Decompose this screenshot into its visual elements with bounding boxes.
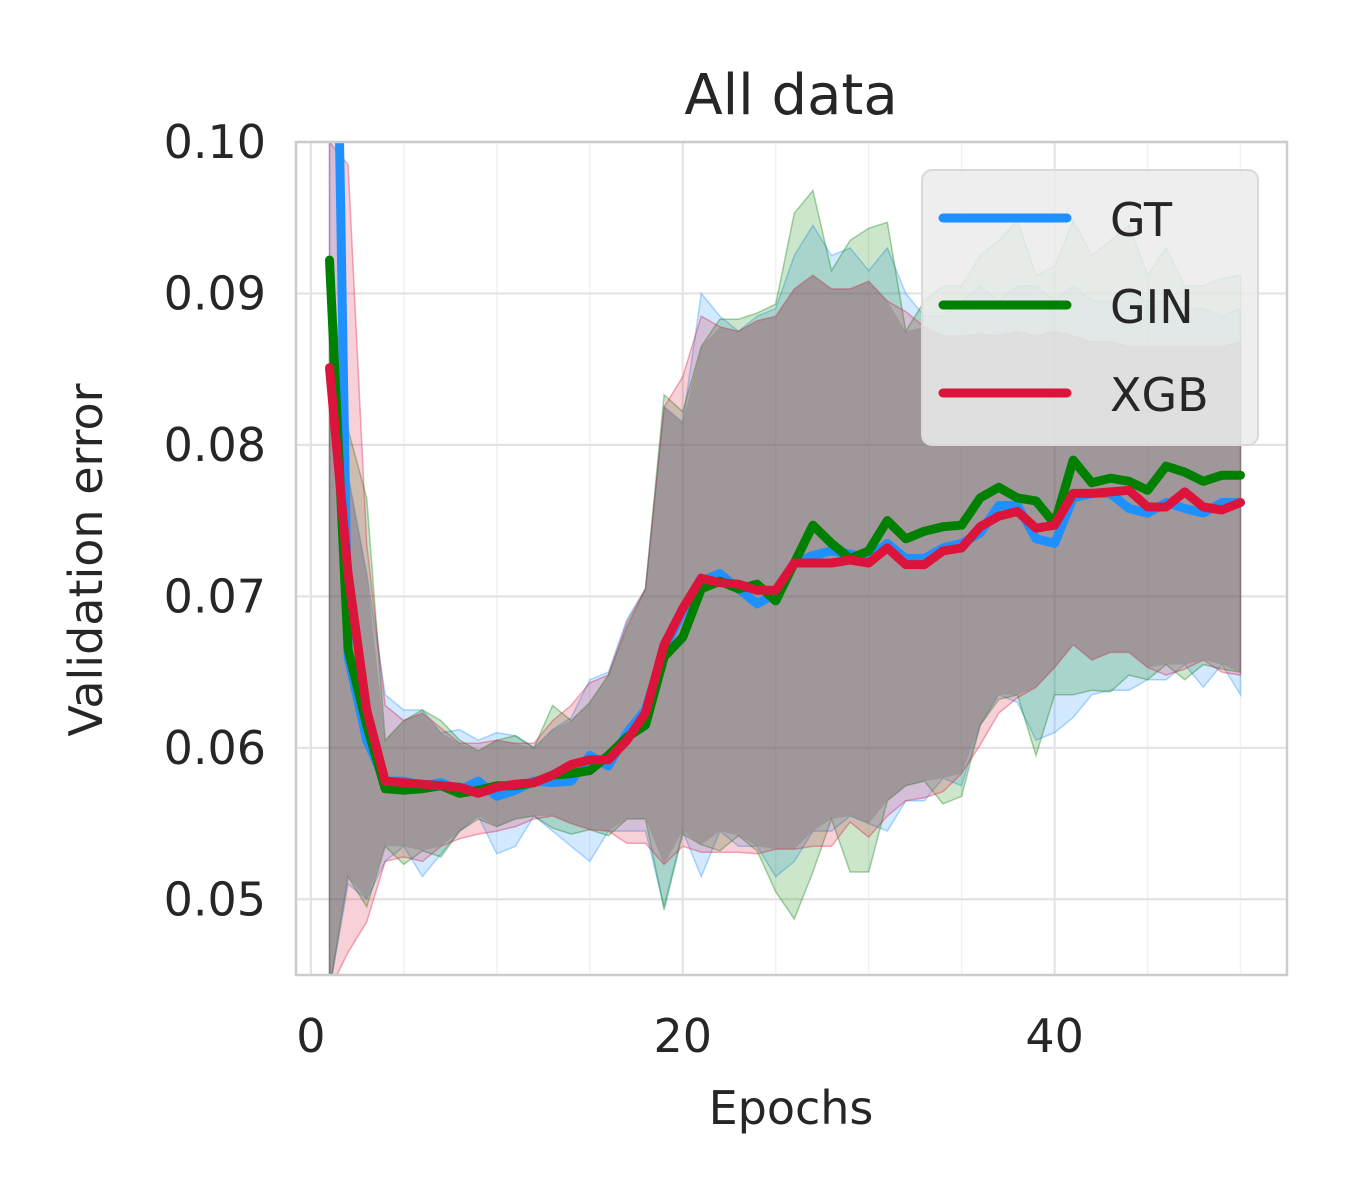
- y-tick-label: 0.06: [164, 721, 266, 775]
- line-xgb: [325, 363, 1245, 798]
- y-tick-labels: 0.05 0.06 0.07 0.08 0.09 0.10: [164, 115, 266, 926]
- x-axis-label: Epochs: [709, 1081, 874, 1135]
- legend-box: [921, 169, 1259, 446]
- legend-label-gin: GIN: [1110, 280, 1194, 334]
- y-tick-label: 0.07: [164, 569, 266, 623]
- x-tick-label: 20: [653, 1009, 712, 1063]
- x-tick-labels: 0 20 40: [296, 1009, 1084, 1063]
- x-tick-label: 0: [296, 1009, 325, 1063]
- legend: GT GIN XGB: [921, 169, 1259, 446]
- plot-frame: [294, 140, 1289, 977]
- y-tick-label: 0.09: [164, 266, 266, 320]
- legend-label-gt: GT: [1110, 193, 1173, 247]
- y-tick-label: 0.05: [164, 872, 266, 926]
- chart-title: All data: [684, 63, 897, 128]
- x-tick-label: 40: [1025, 1009, 1084, 1063]
- legend-label-xgb: XGB: [1110, 368, 1209, 422]
- series-lines: [325, 142, 1245, 801]
- y-tick-label: 0.08: [164, 418, 266, 472]
- y-tick-label: 0.10: [164, 115, 266, 169]
- y-axis-label: Validation error: [59, 383, 113, 736]
